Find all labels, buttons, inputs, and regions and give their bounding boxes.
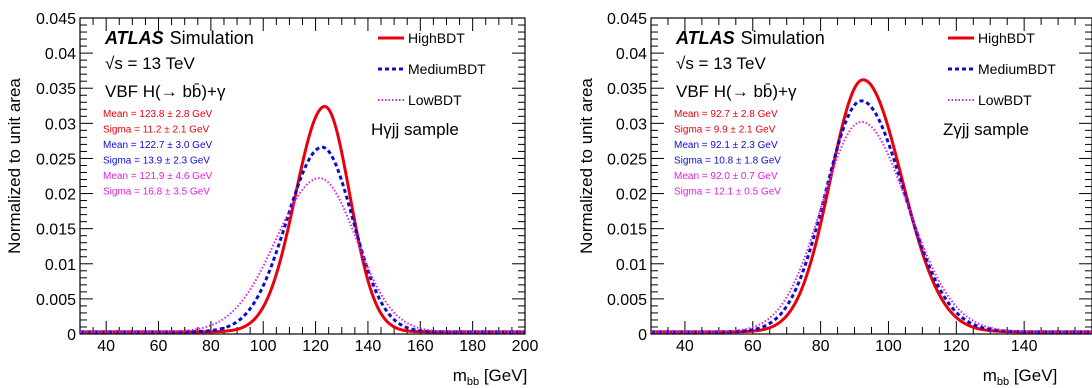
legend-label: LowBDT [978,92,1032,108]
stat-line: Mean = 121.9 ± 4.6 GeV [103,171,213,182]
x-tick-label: 160 [407,338,434,355]
atlas-label: ATLAS Simulation [675,28,825,48]
y-tick-label: 0.02 [616,187,647,204]
x-tick-label: 40 [97,338,115,355]
series-line-lowbdt [80,177,525,333]
stat-line: Sigma = 16.8 ± 3.5 GeV [103,187,210,198]
stat-line: Mean = 92.7 ± 2.8 GeV [674,109,778,120]
y-tick-label: 0.04 [616,46,647,63]
y-tick-label: 0.03 [616,116,647,133]
x-axis-title: mbb [GeV] [453,366,528,388]
stat-line: Sigma = 12.1 ± 0.5 GeV [674,187,781,198]
x-tick-label: 80 [202,338,220,355]
y-tick-label: 0.045 [607,11,647,28]
chart-panel-1: 0 0.005 0.01 0.015 0.02 0.025 0.03 0.035 0.04 0.0… [5,11,538,388]
y-tick-label: 0 [67,327,76,344]
series-line-lowbdt [651,120,1092,333]
process-label: VBF H(→ bb̄)+γ [105,82,226,101]
y-tick-label: 0.045 [36,11,76,28]
x-tick-label: 180 [459,338,486,355]
curves [651,78,1092,334]
x-tick-label: 140 [355,338,382,355]
curves [80,104,525,334]
x-tick-label: 100 [250,338,277,355]
x-tick-label: 60 [150,338,168,355]
y-tick-label: 0.035 [36,81,76,98]
atlas-label: ATLAS Simulation [104,28,254,48]
y-tick-label: 0.005 [607,292,647,309]
x-tick-label: 140 [1011,338,1038,355]
x-tick-label: 60 [744,338,762,355]
y-tick-label: 0.025 [36,151,76,168]
x-tick-label: 100 [875,338,902,355]
y-tick-label: 0.005 [36,292,76,309]
stat-line: Mean = 122.7 ± 3.0 GeV [103,140,213,151]
legend-label: LowBDT [408,92,462,108]
stat-line: Sigma = 9.9 ± 2.1 GeV [674,125,776,136]
y-tick-label: 0.015 [36,222,76,239]
series-line-mediumbdt [80,145,525,334]
y-tick-label: 0.03 [45,116,76,133]
x-tick-label: 120 [943,338,970,355]
y-tick-label: 0.025 [607,151,647,168]
energy-label: √s = 13 TeV [676,54,766,73]
stat-line: Sigma = 13.9 ± 2.3 GeV [103,156,210,167]
x-tick-label: 80 [812,338,830,355]
y-tick-label: 0.02 [45,187,76,204]
x-tick-label: 200 [512,338,539,355]
legend-label: MediumBDT [408,61,486,77]
legend-label: MediumBDT [978,61,1056,77]
x-tick-label: 40 [676,338,694,355]
y-tick-label: 0.01 [616,257,647,274]
y-tick-label: 0.015 [607,222,647,239]
energy-label: √s = 13 TeV [105,54,195,73]
y-tick-label: 0.01 [45,257,76,274]
sample-label: Hγjj sample [371,120,459,139]
stat-line: Mean = 123.8 ± 2.8 GeV [103,109,213,120]
y-axis-title: Normalized to unit area [577,78,596,254]
stat-line: Sigma = 11.2 ± 2.1 GeV [103,125,210,136]
process-label: VBF H(→ bb̄)+γ [676,82,797,101]
y-axis-title: Normalized to unit area [5,78,24,254]
y-tick-label: 0.035 [607,81,647,98]
legend-label: HighBDT [978,30,1035,46]
x-axis-title: mbb [GeV] [983,366,1058,388]
stat-line: Mean = 92.0 ± 0.7 GeV [674,171,778,182]
y-tick-label: 0.04 [45,46,76,63]
legend-label: HighBDT [408,30,465,46]
series-line-mediumbdt [651,99,1092,334]
y-tick-label: 0 [638,327,647,344]
sample-label: Zγjj sample [943,120,1029,139]
stat-line: Mean = 92.1 ± 2.3 GeV [674,140,778,151]
chart-panel-2: 0 0.005 0.01 0.015 0.02 0.025 0.03 0.035 0.04 0.0… [577,11,1092,388]
x-tick-label: 120 [302,338,329,355]
stat-line: Sigma = 10.8 ± 1.8 GeV [674,156,781,167]
